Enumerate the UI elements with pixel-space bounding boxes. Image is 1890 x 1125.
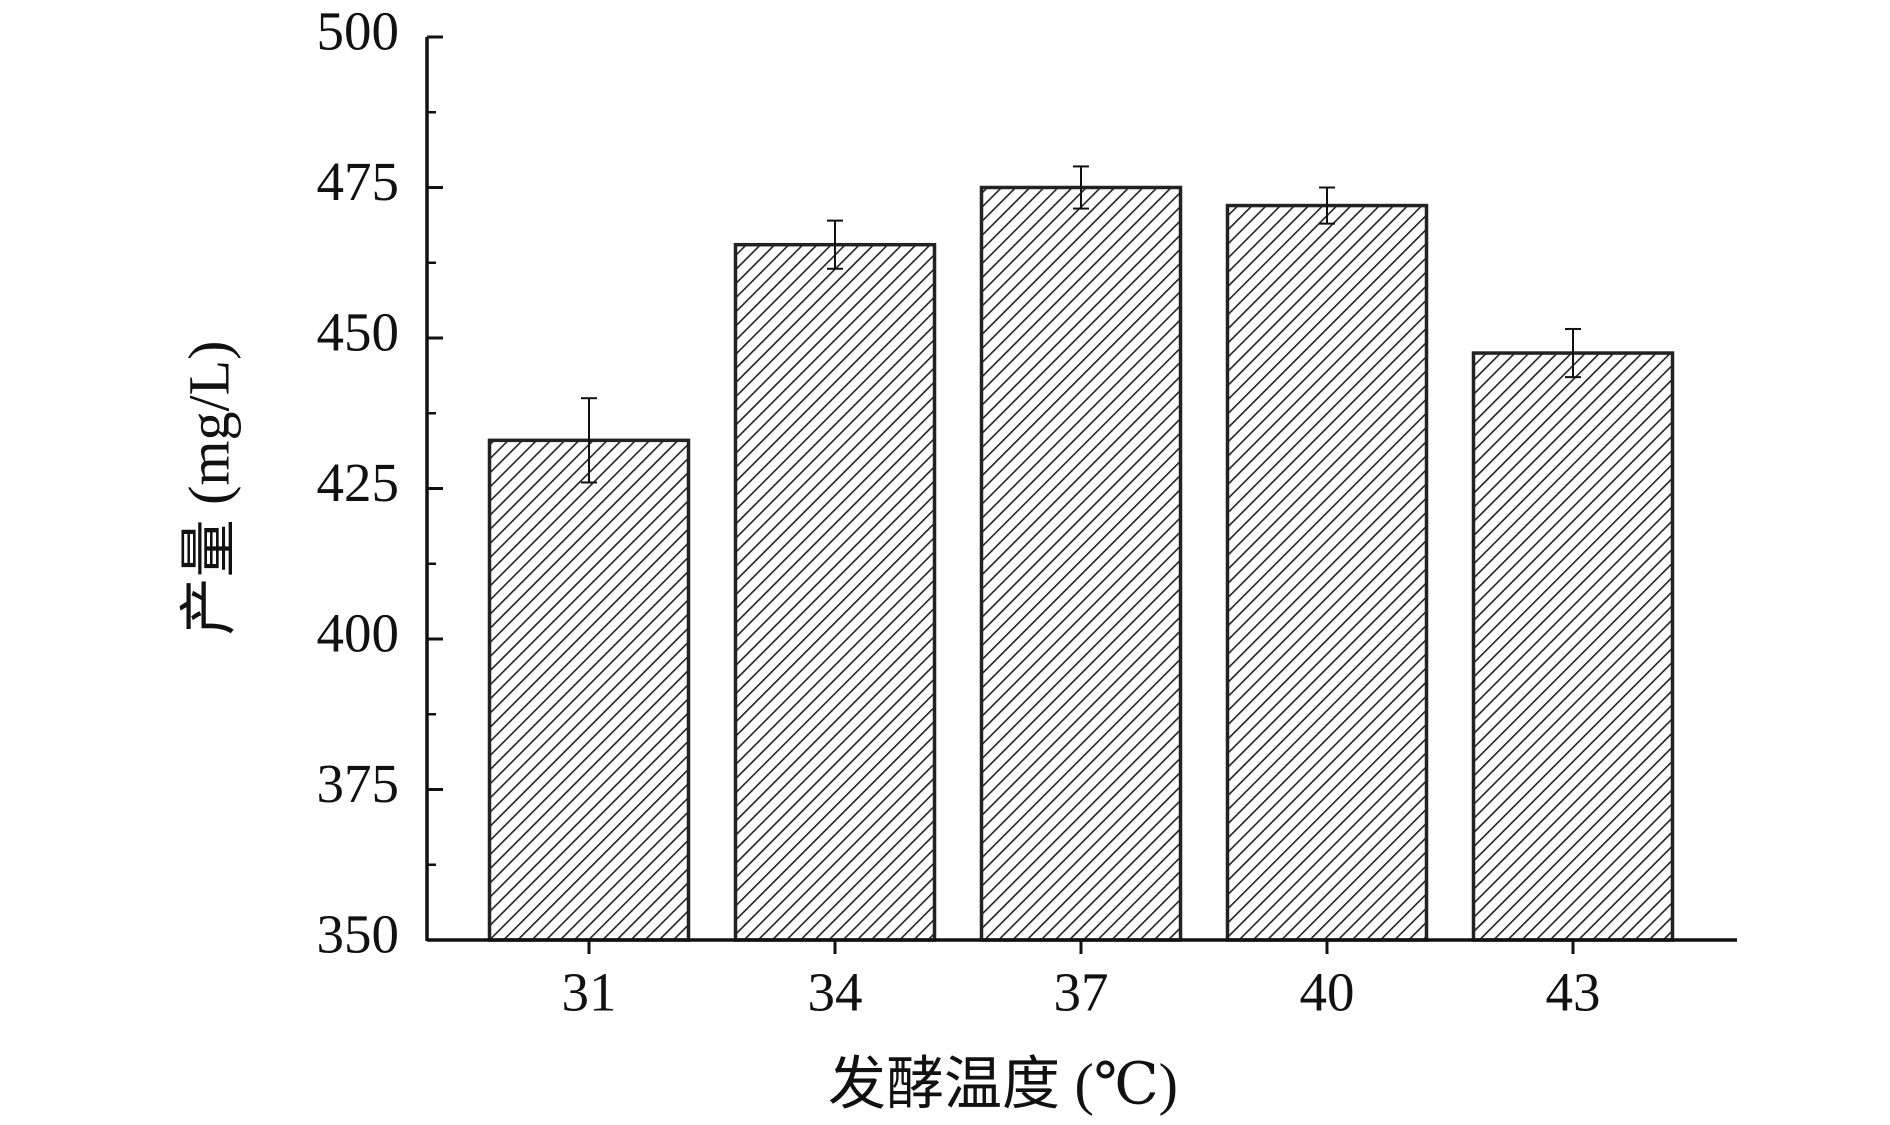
y-tick-label: 500: [317, 1, 400, 62]
bar: [1225, 203, 1429, 942]
y-tick-label: 400: [317, 603, 400, 664]
error-bar: [827, 219, 843, 270]
bar: [487, 438, 691, 942]
error-bar: [1073, 165, 1089, 210]
y-tick-label: 450: [317, 302, 400, 363]
y-axis-title: 产量 (mg/L): [176, 341, 241, 636]
bar: [979, 185, 1183, 942]
x-tick-label: 43: [1546, 962, 1601, 1023]
bar: [1471, 351, 1675, 942]
y-tick-label: 425: [317, 452, 400, 513]
y-tick-label: 350: [317, 904, 400, 965]
x-tick-label: 34: [808, 962, 863, 1023]
y-tick-label: 375: [317, 753, 400, 814]
x-tick-label: 40: [1300, 962, 1355, 1023]
bar: [733, 242, 937, 942]
x-axis-title: 发酵温度 (℃): [828, 1051, 1178, 1116]
y-tick-label: 475: [317, 151, 400, 212]
error-bar: [1319, 186, 1335, 225]
error-bar: [1565, 327, 1581, 379]
error-bar: [581, 397, 597, 484]
x-tick-label: 31: [562, 962, 617, 1023]
x-tick-label: 37: [1054, 962, 1109, 1023]
